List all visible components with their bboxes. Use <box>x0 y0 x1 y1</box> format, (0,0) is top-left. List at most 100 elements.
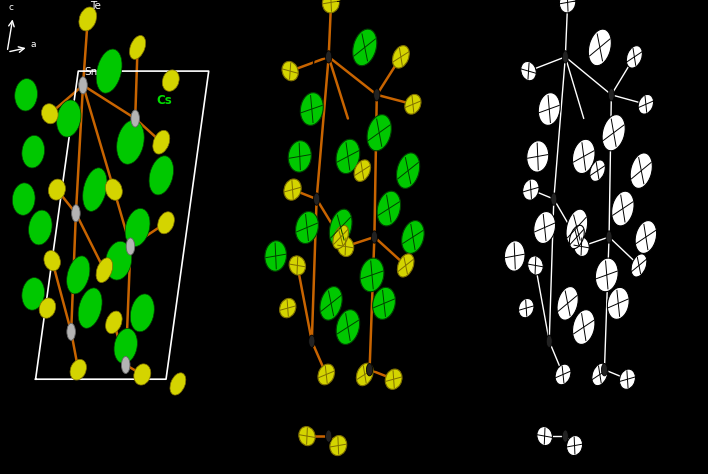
Circle shape <box>326 430 332 442</box>
Ellipse shape <box>83 168 107 211</box>
Ellipse shape <box>79 7 96 31</box>
Circle shape <box>608 89 615 101</box>
Ellipse shape <box>288 141 312 172</box>
Ellipse shape <box>336 139 360 173</box>
Ellipse shape <box>538 92 560 126</box>
Ellipse shape <box>518 299 534 318</box>
Ellipse shape <box>336 310 360 345</box>
Circle shape <box>131 110 139 127</box>
Ellipse shape <box>105 311 122 334</box>
Ellipse shape <box>125 209 150 246</box>
Circle shape <box>122 356 130 374</box>
Ellipse shape <box>354 160 370 182</box>
Text: Cs: Cs <box>396 87 409 97</box>
Ellipse shape <box>280 299 296 318</box>
Ellipse shape <box>96 49 122 93</box>
Ellipse shape <box>114 328 137 364</box>
Circle shape <box>67 323 76 340</box>
Ellipse shape <box>299 427 315 446</box>
Circle shape <box>309 335 315 347</box>
Ellipse shape <box>130 36 146 59</box>
Circle shape <box>314 193 320 205</box>
Ellipse shape <box>627 46 642 68</box>
Ellipse shape <box>170 373 185 395</box>
Text: Sn: Sn <box>568 40 581 50</box>
Ellipse shape <box>130 294 154 332</box>
Ellipse shape <box>595 258 618 292</box>
Ellipse shape <box>397 254 414 277</box>
Ellipse shape <box>284 179 301 200</box>
Ellipse shape <box>149 156 173 195</box>
Ellipse shape <box>401 220 424 254</box>
Ellipse shape <box>329 209 352 246</box>
Text: c: c <box>8 3 13 12</box>
Ellipse shape <box>57 100 81 137</box>
Ellipse shape <box>537 427 552 446</box>
Ellipse shape <box>162 70 179 91</box>
Ellipse shape <box>67 256 90 294</box>
Ellipse shape <box>265 241 287 271</box>
Ellipse shape <box>42 104 58 124</box>
Ellipse shape <box>620 369 636 389</box>
Ellipse shape <box>588 29 612 66</box>
Ellipse shape <box>569 225 584 249</box>
Ellipse shape <box>555 364 571 385</box>
Ellipse shape <box>289 256 306 275</box>
Ellipse shape <box>337 237 354 256</box>
Circle shape <box>547 335 552 347</box>
Ellipse shape <box>523 179 539 200</box>
Ellipse shape <box>158 212 174 234</box>
Ellipse shape <box>405 94 421 114</box>
Ellipse shape <box>527 141 549 172</box>
Ellipse shape <box>282 62 298 81</box>
Ellipse shape <box>117 120 144 164</box>
Ellipse shape <box>557 287 578 320</box>
Ellipse shape <box>534 211 556 244</box>
Text: a: a <box>30 40 36 49</box>
Ellipse shape <box>602 115 625 151</box>
Ellipse shape <box>396 153 420 188</box>
Ellipse shape <box>22 278 45 310</box>
Ellipse shape <box>573 139 595 173</box>
Circle shape <box>371 231 377 243</box>
Ellipse shape <box>153 130 170 154</box>
Ellipse shape <box>318 364 335 385</box>
Ellipse shape <box>504 241 525 271</box>
Ellipse shape <box>78 288 102 328</box>
Ellipse shape <box>300 92 324 126</box>
Circle shape <box>562 430 569 442</box>
Ellipse shape <box>295 211 319 244</box>
Circle shape <box>374 89 380 101</box>
Ellipse shape <box>566 209 588 246</box>
Ellipse shape <box>70 359 86 380</box>
Text: Cs: Cs <box>156 94 172 107</box>
Ellipse shape <box>377 191 401 226</box>
Ellipse shape <box>631 254 647 277</box>
Ellipse shape <box>134 364 151 385</box>
Ellipse shape <box>392 46 409 68</box>
Circle shape <box>602 364 607 376</box>
Ellipse shape <box>96 258 113 283</box>
Text: Sn: Sn <box>331 40 344 50</box>
Ellipse shape <box>330 436 347 456</box>
Ellipse shape <box>559 0 576 13</box>
Ellipse shape <box>353 29 377 66</box>
Ellipse shape <box>39 298 56 318</box>
Ellipse shape <box>607 287 629 319</box>
Text: Cs: Cs <box>630 87 644 97</box>
Ellipse shape <box>48 179 65 200</box>
Circle shape <box>126 238 135 255</box>
Circle shape <box>562 51 569 63</box>
Ellipse shape <box>590 160 605 182</box>
Ellipse shape <box>22 136 45 168</box>
Ellipse shape <box>320 287 342 320</box>
Ellipse shape <box>360 258 384 292</box>
Ellipse shape <box>527 256 543 275</box>
Ellipse shape <box>105 179 122 201</box>
Ellipse shape <box>521 62 536 81</box>
Ellipse shape <box>28 210 52 245</box>
Text: Te: Te <box>572 0 583 10</box>
Ellipse shape <box>573 310 595 345</box>
Circle shape <box>326 51 332 63</box>
Ellipse shape <box>322 0 340 13</box>
